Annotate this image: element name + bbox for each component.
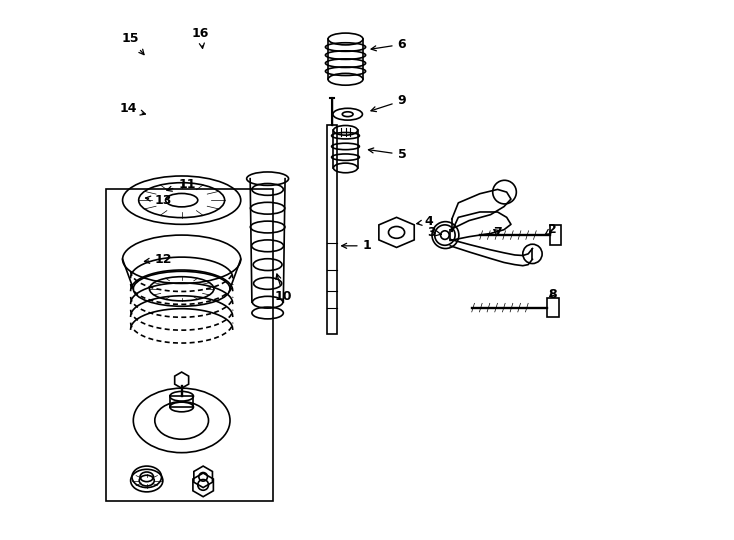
Text: 7: 7 — [493, 226, 502, 239]
Text: 3: 3 — [427, 226, 441, 239]
Text: 14: 14 — [119, 103, 145, 116]
Text: 2: 2 — [545, 223, 556, 236]
Text: 9: 9 — [371, 94, 406, 112]
Text: 1: 1 — [341, 239, 371, 252]
Text: 11: 11 — [167, 178, 196, 191]
Bar — [550, 225, 562, 245]
Text: 12: 12 — [145, 253, 172, 266]
Bar — [547, 298, 559, 318]
Text: 5: 5 — [368, 148, 407, 161]
Text: 6: 6 — [371, 38, 406, 51]
Text: 13: 13 — [145, 194, 172, 207]
Text: 15: 15 — [122, 32, 144, 55]
Text: 10: 10 — [275, 274, 292, 303]
Bar — [106, 190, 273, 501]
Text: 8: 8 — [548, 288, 556, 301]
Bar — [327, 125, 337, 334]
Text: 16: 16 — [192, 27, 209, 48]
Text: 4: 4 — [417, 215, 433, 228]
